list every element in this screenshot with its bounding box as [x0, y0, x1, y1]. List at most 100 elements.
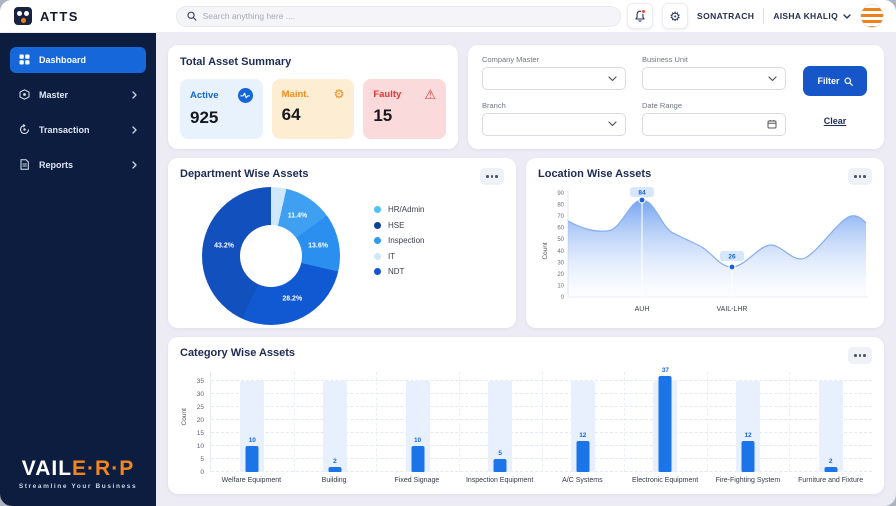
data-point-auh[interactable]: 84	[630, 187, 654, 204]
y-tick: 30	[557, 260, 564, 266]
sidebar-item-dashboard[interactable]: Dashboard	[10, 47, 146, 73]
gridline	[376, 372, 378, 472]
bar-value-label: 12	[744, 431, 752, 439]
sidebar-item-reports[interactable]: Reports	[10, 152, 146, 178]
legend-dot	[374, 237, 381, 244]
legend-label: HR/Admin	[388, 205, 425, 214]
company-master-select[interactable]	[482, 67, 626, 90]
branch-select[interactable]	[482, 112, 626, 136]
location-more-menu-icon[interactable]	[848, 168, 872, 185]
logo-vail: VAIL	[21, 457, 73, 480]
data-point-vail-lhr[interactable]: 26	[720, 251, 744, 271]
bar-group[interactable]: 12	[707, 372, 790, 472]
bar-value-label: 37	[661, 366, 670, 374]
bar-group[interactable]: 37	[624, 367, 707, 472]
sidebar-item-label: Dashboard	[39, 55, 87, 65]
total-asset-summary-card: Total Asset Summary Active 925 M	[168, 45, 458, 149]
bar-group[interactable]: 10	[211, 372, 294, 472]
user-menu[interactable]: AISHA KHALIQ	[773, 11, 851, 21]
x-label-auh: AUH	[635, 306, 650, 313]
donut-slice-label: 28.2%	[282, 295, 303, 303]
user-name: AISHA KHALIQ	[773, 11, 838, 21]
category-x-labels: Welfare Equipment Building Fixed Signage In…	[210, 477, 872, 484]
bar[interactable]	[245, 446, 259, 472]
filter-button[interactable]: Filter	[803, 66, 867, 96]
gear-icon: ⚙	[669, 8, 681, 24]
legend-item[interactable]: HR/Admin	[374, 205, 424, 214]
legend-label: NDT	[388, 267, 405, 276]
business-unit-select[interactable]	[642, 67, 786, 90]
active-value: 925	[190, 108, 219, 127]
bar-group[interactable]: 2	[789, 372, 872, 472]
legend-item[interactable]: IT	[374, 252, 424, 261]
settings-button[interactable]: ⚙	[662, 3, 689, 29]
bar-group[interactable]: 5	[459, 372, 542, 472]
y-tick: 50	[557, 237, 564, 243]
company-master-label: Company Master	[482, 55, 540, 64]
category-bar-chart[interactable]: Count 0 5 10 15 20 25 30 35 10 2 10 5 12 37 12 2	[180, 367, 872, 476]
date-range-field: Date Range	[642, 101, 786, 140]
date-range-input[interactable]	[642, 112, 786, 136]
y-tick: 25	[196, 404, 204, 411]
bar[interactable]	[824, 466, 838, 472]
y-tick: 35	[196, 378, 204, 385]
date-range-label: Date Range	[642, 100, 683, 110]
branch-field: Branch	[482, 101, 626, 140]
faulty-value: 15	[373, 106, 393, 125]
bar-x-label: Fixed Signage	[394, 477, 440, 484]
sidebar-nav: Dashboard Master Transaction Reports	[0, 33, 156, 178]
bar[interactable]	[658, 375, 672, 472]
search-input[interactable]	[202, 11, 610, 21]
notifications-button[interactable]	[627, 3, 654, 29]
active-assets-tile[interactable]: Active 925	[180, 79, 263, 139]
bar-x-label: Inspection Equipment	[465, 477, 534, 484]
category-wise-assets-card: Category Wise Assets Count 0 5 10 15 20 25 30 3…	[168, 337, 884, 494]
bar-group[interactable]: 2	[294, 372, 377, 472]
location-y-axis-label: Count	[542, 242, 549, 260]
bar[interactable]	[741, 440, 755, 472]
clear-filters-link[interactable]: Clear	[823, 116, 847, 126]
legend-item[interactable]: HSE	[374, 221, 424, 230]
category-y-axis-label: Count	[181, 408, 189, 426]
category-more-menu-icon[interactable]	[848, 347, 872, 364]
sidebar-item-transaction[interactable]: Transaction	[10, 117, 146, 143]
donut-slice-label: 11.4%	[287, 212, 308, 220]
department-more-menu-icon[interactable]	[480, 168, 504, 185]
chevron-right-icon	[132, 91, 137, 99]
category-title: Category Wise Assets	[180, 347, 296, 359]
faulty-assets-tile[interactable]: Faulty ⚠ 15	[363, 79, 447, 139]
pulse-icon	[237, 88, 253, 103]
y-tick: 10	[557, 283, 564, 289]
location-title: Location Wise Assets	[538, 168, 652, 180]
global-search[interactable]	[176, 5, 621, 27]
bar-x-label: Furniture and Fixture	[798, 477, 864, 484]
divider	[763, 8, 765, 24]
bar[interactable]	[411, 446, 425, 472]
bar-value-label: 10	[413, 437, 422, 444]
legend-item[interactable]: Inspection	[374, 236, 424, 245]
filter-button-label: Filter	[817, 76, 840, 86]
bar-group[interactable]: 10	[376, 372, 459, 472]
avatar[interactable]	[860, 4, 884, 28]
location-area-chart[interactable]: Count 0 10 20 30 40 50 60 70 80 90 84 26	[538, 185, 872, 319]
department-donut-chart[interactable]: 11.4% 13.6% 28.2% 43.2%	[202, 187, 340, 325]
bar-group[interactable]: 12	[542, 372, 625, 472]
bar[interactable]	[493, 459, 507, 472]
y-tick: 15	[196, 430, 204, 437]
department-legend: HR/Admin HSE Inspection IT NDT	[374, 205, 424, 325]
brand-zone: ATTS	[0, 7, 156, 25]
bar-x-label: Building	[321, 477, 347, 484]
y-tick: 90	[557, 191, 564, 197]
bar[interactable]	[576, 440, 590, 472]
bar[interactable]	[328, 466, 342, 472]
y-tick: 60	[557, 226, 564, 232]
y-tick: 5	[200, 456, 204, 463]
y-tick: 0	[200, 469, 204, 476]
y-tick: 0	[561, 295, 565, 301]
chevron-down-icon	[768, 75, 777, 81]
legend-item[interactable]: NDT	[374, 267, 424, 276]
sidebar-item-master[interactable]: Master	[10, 82, 146, 108]
dashboard-icon	[19, 54, 30, 67]
maintenance-assets-tile[interactable]: Maint. ⚙ 64	[271, 79, 355, 139]
department-title: Department Wise Assets	[180, 168, 309, 180]
